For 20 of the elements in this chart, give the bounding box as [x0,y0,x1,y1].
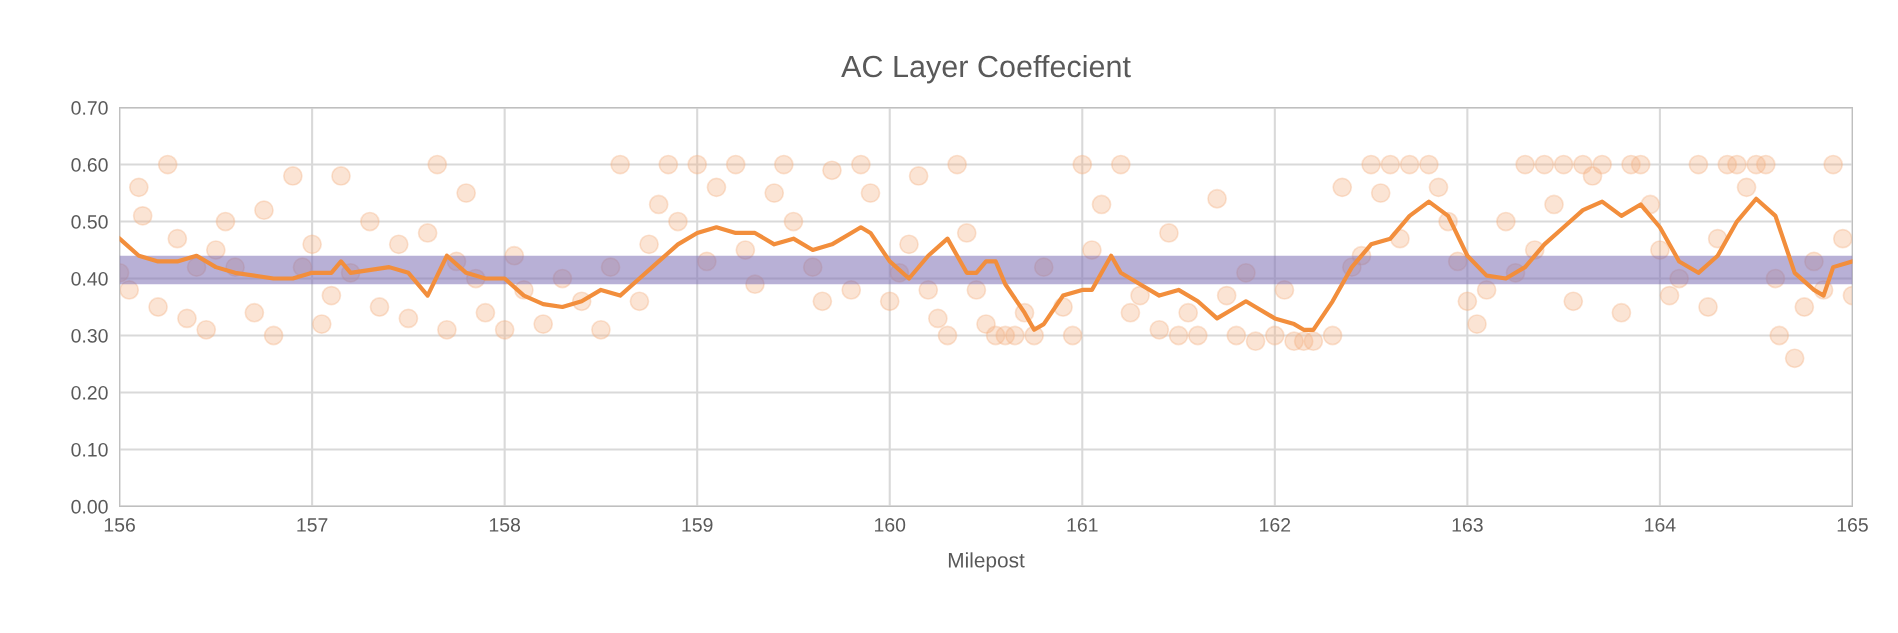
x-tick-label: 156 [104,518,135,532]
x-tick-label: 165 [1837,518,1868,532]
chart-title: AC Layer Coeffecient [841,54,1131,84]
y-tick-label: 0.20 [71,385,108,400]
x-tick-label: 157 [297,518,328,532]
x-tick-label: 159 [682,518,713,532]
y-tick-label: 0.30 [71,328,108,343]
y-tick-label: 0.40 [71,271,108,286]
y-tick-label: 0.00 [71,499,108,514]
y-tick-label: 0.10 [71,442,108,457]
x-tick-label: 160 [875,518,906,532]
x-tick-label: 163 [1452,518,1483,532]
x-tick-label: 158 [489,518,521,532]
x-tick-label: 162 [1260,518,1291,532]
x-tick-label: 164 [1645,518,1676,532]
y-tick-label: 0.70 [71,101,108,115]
x-axis-title: Milepost [948,552,1025,572]
x-tick-label: 161 [1067,518,1098,532]
y-tick-label: 0.60 [71,158,108,172]
y-tick-label: 0.50 [71,215,108,229]
